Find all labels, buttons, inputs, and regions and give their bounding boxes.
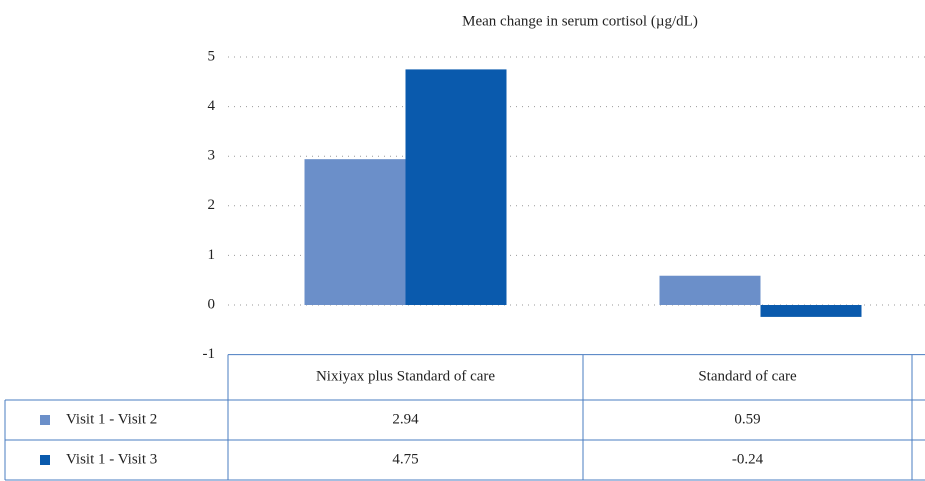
- y-tick-label: 4: [208, 98, 216, 114]
- bar: [659, 275, 761, 305]
- y-tick-label: 3: [208, 148, 216, 164]
- chart-title: Mean change in serum cortisol (µg/dL): [462, 13, 698, 29]
- bar: [760, 305, 862, 317]
- table-value: -0.24: [732, 451, 764, 467]
- y-tick-label: -1: [203, 346, 216, 362]
- y-tick-label: 1: [208, 247, 216, 263]
- table-value: 4.75: [392, 451, 418, 467]
- x-tick-label: Nixiyax plus Standard of care: [316, 369, 495, 385]
- bar: [405, 69, 507, 306]
- y-tick-label: 0: [208, 296, 216, 312]
- legend-swatch: [40, 455, 50, 465]
- y-tick-label: 2: [208, 197, 216, 213]
- table-value: 2.94: [392, 411, 419, 427]
- legend-label: Visit 1 - Visit 2: [66, 411, 157, 427]
- legend-label: Visit 1 - Visit 3: [66, 451, 157, 467]
- y-tick-label: 5: [208, 48, 216, 64]
- x-tick-label: Standard of care: [698, 369, 797, 385]
- bar: [304, 159, 406, 305]
- table-value: 0.59: [734, 411, 760, 427]
- legend-swatch: [40, 415, 50, 425]
